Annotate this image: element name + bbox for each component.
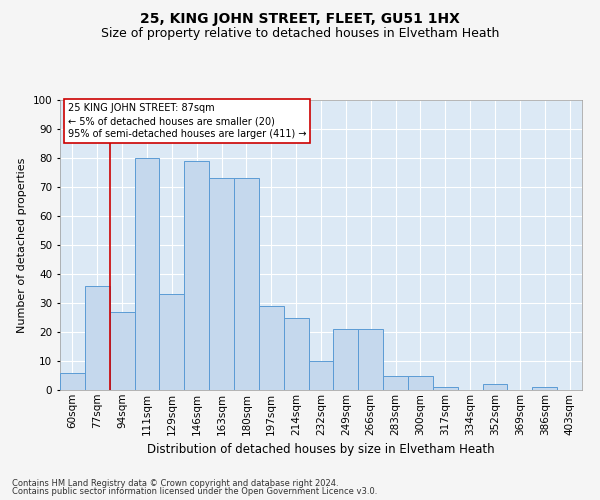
- Text: Contains HM Land Registry data © Crown copyright and database right 2024.: Contains HM Land Registry data © Crown c…: [12, 478, 338, 488]
- Bar: [308, 361, 334, 390]
- Bar: [532, 387, 557, 390]
- Bar: [184, 161, 209, 390]
- Text: Size of property relative to detached houses in Elvetham Heath: Size of property relative to detached ho…: [101, 28, 499, 40]
- Bar: [110, 312, 134, 390]
- Text: 25, KING JOHN STREET, FLEET, GU51 1HX: 25, KING JOHN STREET, FLEET, GU51 1HX: [140, 12, 460, 26]
- Bar: [408, 376, 433, 390]
- Bar: [284, 318, 308, 390]
- Text: Contains public sector information licensed under the Open Government Licence v3: Contains public sector information licen…: [12, 487, 377, 496]
- Bar: [358, 329, 383, 390]
- X-axis label: Distribution of detached houses by size in Elvetham Heath: Distribution of detached houses by size …: [147, 443, 495, 456]
- Text: 25 KING JOHN STREET: 87sqm
← 5% of detached houses are smaller (20)
95% of semi-: 25 KING JOHN STREET: 87sqm ← 5% of detac…: [68, 103, 307, 140]
- Bar: [433, 387, 458, 390]
- Bar: [383, 376, 408, 390]
- Bar: [259, 306, 284, 390]
- Bar: [482, 384, 508, 390]
- Bar: [160, 294, 184, 390]
- Bar: [60, 372, 85, 390]
- Bar: [85, 286, 110, 390]
- Bar: [334, 329, 358, 390]
- Y-axis label: Number of detached properties: Number of detached properties: [17, 158, 27, 332]
- Bar: [134, 158, 160, 390]
- Bar: [234, 178, 259, 390]
- Bar: [209, 178, 234, 390]
